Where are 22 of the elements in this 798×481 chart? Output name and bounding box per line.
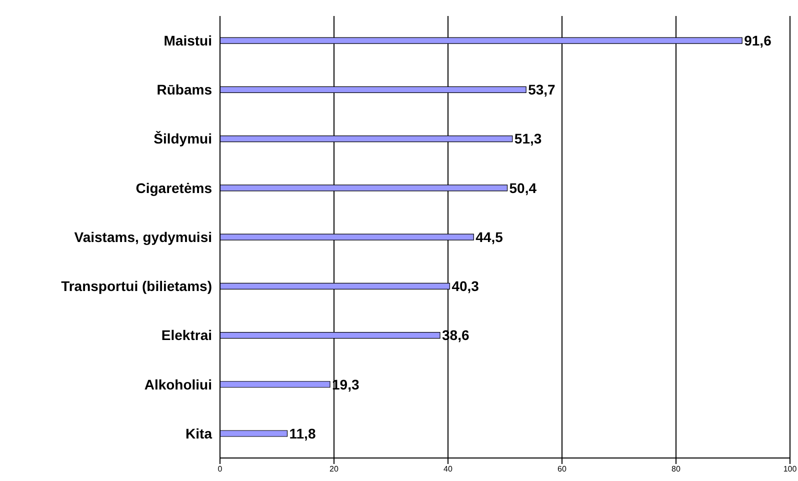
data-label: 11,8 (289, 425, 316, 442)
x-tick-label: 80 (672, 464, 681, 474)
data-label: 51,3 (514, 130, 542, 147)
y-tick-label: Transportui (bilietams) (61, 278, 212, 294)
x-tick-label: 60 (558, 464, 567, 474)
data-label: 53,7 (528, 82, 556, 98)
y-tick-label: Maistui (164, 32, 212, 49)
y-tick-label: Šildymui (154, 130, 212, 147)
y-tick-label: Cigaretėms (136, 180, 212, 196)
x-tick-label: 0 (218, 464, 223, 474)
data-label: 44,5 (476, 228, 504, 245)
x-tick-label: 40 (444, 464, 453, 474)
y-tick-label: Kita (186, 425, 212, 442)
data-label: 40,3 (452, 278, 480, 294)
y-tick-label: Elektrai (161, 327, 212, 344)
y-tick-label: Alkoholiui (144, 376, 212, 392)
y-tick-label: Vaistams, gydymuisi (74, 228, 212, 245)
x-tick-label: 100 (783, 464, 798, 474)
y-tick-label: Rūbams (156, 82, 212, 98)
data-label: 91,6 (744, 32, 772, 49)
data-label: 50,4 (509, 180, 537, 196)
x-tick-label: 20 (330, 464, 339, 474)
